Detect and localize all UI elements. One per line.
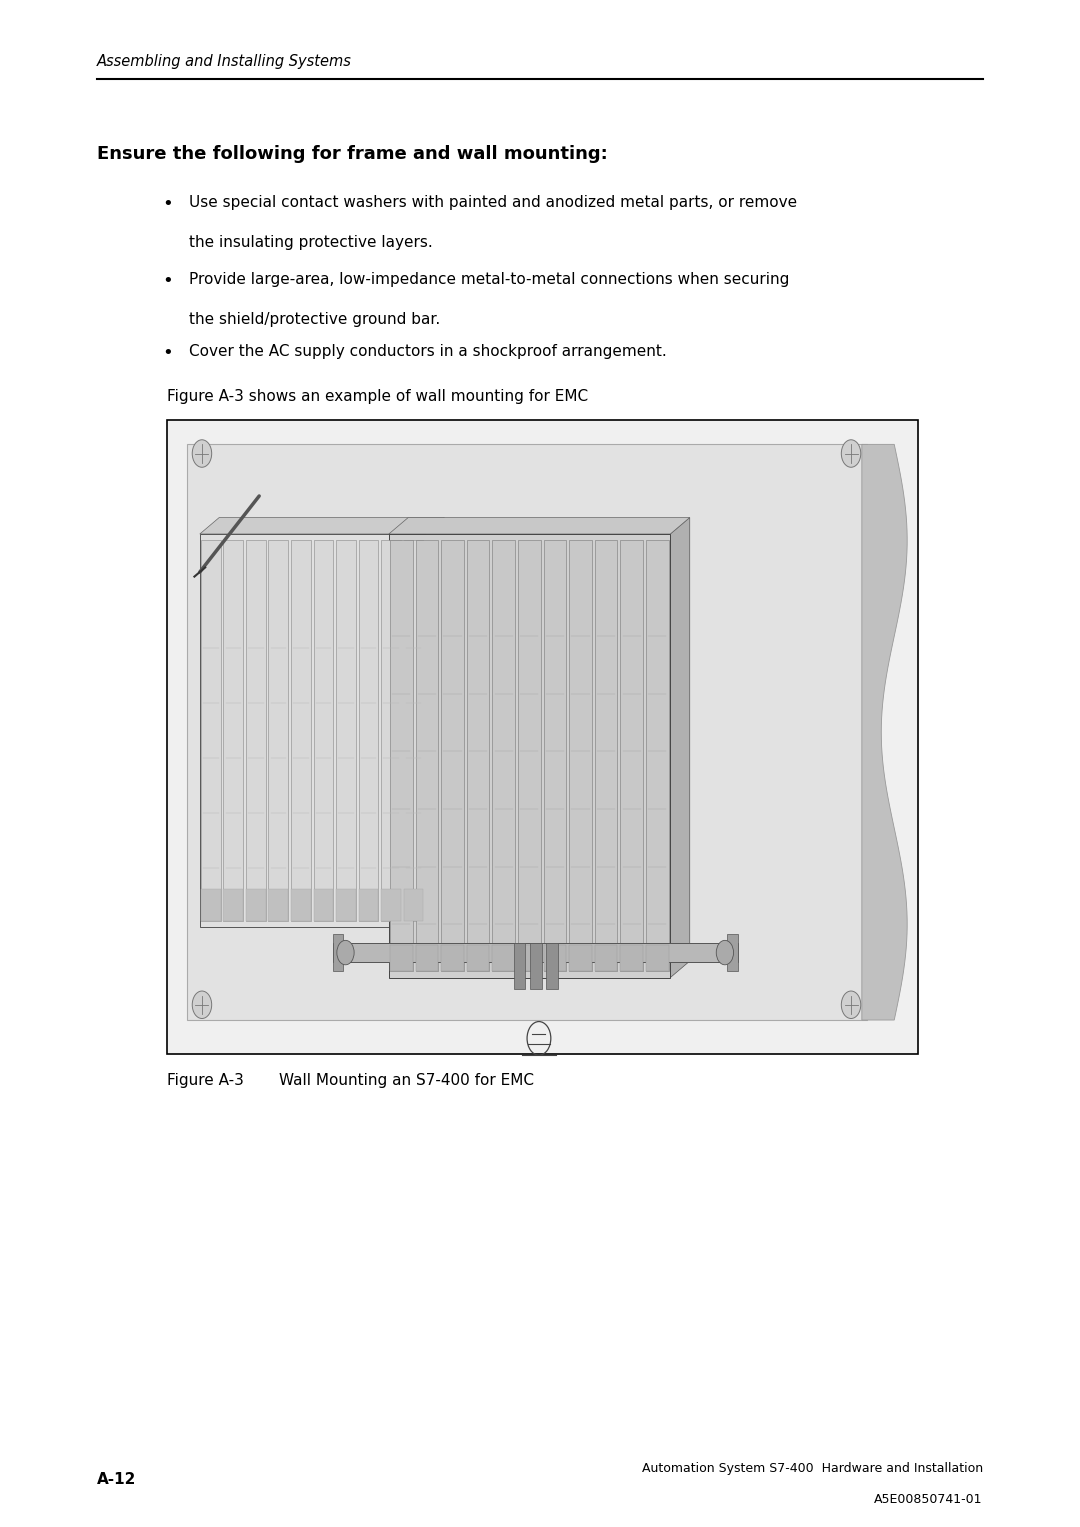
Text: Provide large-area, low-impedance metal-to-metal connections when securing: Provide large-area, low-impedance metal-… <box>189 272 789 287</box>
Bar <box>416 945 438 971</box>
Bar <box>246 541 266 921</box>
Bar <box>569 541 592 971</box>
Bar <box>595 541 618 971</box>
Bar <box>333 935 343 971</box>
Bar <box>620 945 643 971</box>
Polygon shape <box>389 518 690 534</box>
Text: Automation System S7-400  Hardware and Installation: Automation System S7-400 Hardware and In… <box>642 1461 983 1475</box>
Text: A-12: A-12 <box>97 1472 136 1487</box>
Bar <box>646 945 669 971</box>
Circle shape <box>337 941 354 965</box>
Bar <box>381 889 401 921</box>
Bar <box>336 541 355 921</box>
Bar <box>467 541 489 971</box>
Bar <box>543 945 566 971</box>
Text: •: • <box>162 344 173 362</box>
Bar <box>224 541 243 921</box>
Circle shape <box>841 991 861 1019</box>
Bar <box>442 945 463 971</box>
Bar <box>381 541 401 921</box>
Bar <box>467 945 489 971</box>
Bar <box>269 889 288 921</box>
Bar <box>727 935 738 971</box>
Text: Figure A-3 shows an example of wall mounting for EMC: Figure A-3 shows an example of wall moun… <box>167 389 589 405</box>
Text: Cover the AC supply conductors in a shockproof arrangement.: Cover the AC supply conductors in a shoc… <box>189 344 666 359</box>
Bar <box>646 541 669 971</box>
Bar <box>246 889 266 921</box>
Bar <box>595 945 618 971</box>
Polygon shape <box>862 444 907 1020</box>
Bar <box>187 444 867 1020</box>
Text: Figure A-3: Figure A-3 <box>167 1073 244 1089</box>
Bar <box>518 945 541 971</box>
Text: •: • <box>162 272 173 290</box>
Bar <box>492 541 515 971</box>
Bar <box>201 889 220 921</box>
Bar <box>416 541 438 971</box>
Bar <box>224 889 243 921</box>
Bar <box>269 541 288 921</box>
Bar <box>336 889 355 921</box>
Bar <box>359 889 378 921</box>
Bar <box>167 420 918 1054</box>
Bar <box>200 534 424 927</box>
Circle shape <box>192 991 212 1019</box>
Bar <box>404 889 423 921</box>
Polygon shape <box>200 518 445 534</box>
Bar <box>390 945 413 971</box>
Bar <box>546 944 558 989</box>
Circle shape <box>841 440 861 467</box>
Bar <box>569 945 592 971</box>
Text: Use special contact washers with painted and anodized metal parts, or remove: Use special contact washers with painted… <box>189 195 797 211</box>
Text: the insulating protective layers.: the insulating protective layers. <box>189 235 433 250</box>
Bar <box>291 541 311 921</box>
Bar <box>333 944 738 962</box>
Text: Ensure the following for frame and wall mounting:: Ensure the following for frame and wall … <box>97 145 608 163</box>
Bar <box>518 541 541 971</box>
Bar <box>530 944 542 989</box>
Bar <box>543 541 566 971</box>
Bar <box>390 541 413 971</box>
Bar <box>442 541 463 971</box>
Bar <box>514 944 526 989</box>
Bar <box>359 541 378 921</box>
Bar <box>404 541 423 921</box>
Text: the shield/protective ground bar.: the shield/protective ground bar. <box>189 312 441 327</box>
Text: Wall Mounting an S7-400 for EMC: Wall Mounting an S7-400 for EMC <box>279 1073 534 1089</box>
Polygon shape <box>671 518 690 977</box>
Bar <box>389 534 671 977</box>
Text: A5E00850741-01: A5E00850741-01 <box>875 1493 983 1507</box>
Bar <box>620 541 643 971</box>
Bar <box>492 945 515 971</box>
Bar <box>201 541 220 921</box>
Circle shape <box>716 941 733 965</box>
Circle shape <box>192 440 212 467</box>
Text: •: • <box>162 195 173 214</box>
Bar <box>291 889 311 921</box>
Bar <box>313 889 334 921</box>
Bar <box>313 541 334 921</box>
Text: Assembling and Installing Systems: Assembling and Installing Systems <box>97 53 352 69</box>
